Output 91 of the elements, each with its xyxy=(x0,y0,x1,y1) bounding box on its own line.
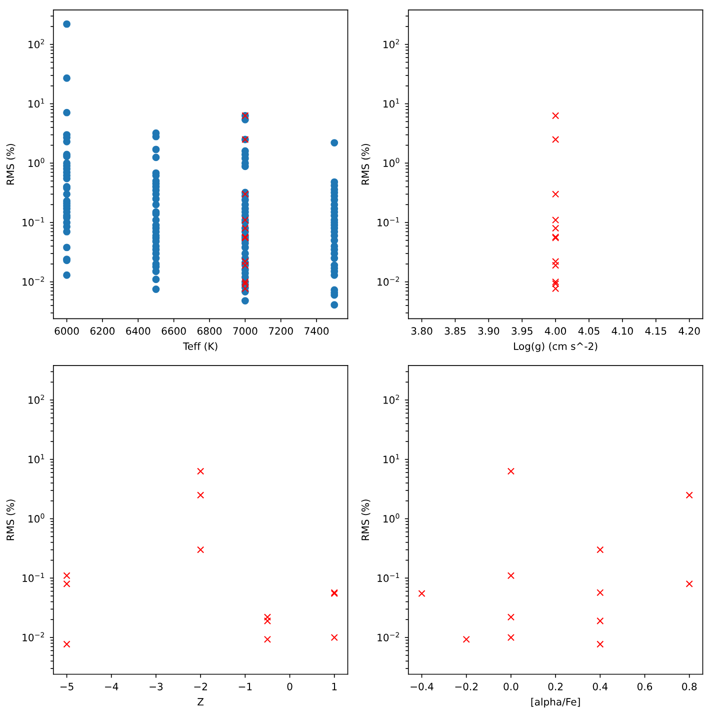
x-axis-title: Teff (K) xyxy=(182,342,218,352)
point xyxy=(552,190,560,198)
point xyxy=(552,112,560,120)
point xyxy=(264,614,272,621)
y-tick-label: 10$^{−1}$ xyxy=(378,217,400,226)
x-tick-label: −0.2 xyxy=(455,682,478,690)
point xyxy=(552,224,560,232)
x-tick-label: 1 xyxy=(332,682,337,690)
y-tick-label: 10$^{2}$ xyxy=(28,394,44,404)
x-tick-label: 6200 xyxy=(90,327,115,335)
x-tick-label: −0.4 xyxy=(410,682,434,690)
x-tick-label: −5 xyxy=(60,682,74,690)
x-tick-label: −2 xyxy=(194,682,207,690)
point xyxy=(552,285,560,292)
x-tick-label: 0.8 xyxy=(682,682,697,690)
point xyxy=(63,640,70,648)
point xyxy=(552,216,560,224)
y-tick-label: 10$^{−1}$ xyxy=(22,217,44,226)
y-tick-label: 10$^{1}$ xyxy=(28,454,44,464)
point xyxy=(552,258,560,266)
point xyxy=(264,617,272,624)
x-tick-label: 6000 xyxy=(54,327,79,335)
point xyxy=(596,589,604,596)
x-tick-label: 4.10 xyxy=(612,327,633,335)
point xyxy=(686,492,693,499)
x-tick-label: 7200 xyxy=(268,327,293,335)
y-axis-title: RMS (%) xyxy=(361,500,370,540)
y-axis-title: RMS (%) xyxy=(6,144,16,185)
point xyxy=(63,580,70,588)
point xyxy=(596,617,604,624)
x-tick-label: 0.2 xyxy=(548,682,563,690)
x-axis-title: [alpha/Fe] xyxy=(531,698,580,708)
x-tick-label: 0.4 xyxy=(592,682,608,690)
point xyxy=(507,634,515,642)
point xyxy=(552,278,560,286)
x-tick-label: 0.0 xyxy=(504,682,518,690)
y-tick-label: 10$^{1}$ xyxy=(28,98,44,108)
y-tick-label: 10$^{−2}$ xyxy=(22,276,44,286)
x-tick-label: 3.85 xyxy=(444,327,466,335)
x-tick-label: 0.6 xyxy=(637,682,652,690)
y-tick-label: 10$^{2}$ xyxy=(28,39,44,48)
x-tick-label: −4 xyxy=(105,682,118,690)
x-tick-label: 3.95 xyxy=(512,327,532,335)
y-axis-title: RMS (%) xyxy=(361,144,370,185)
y-tick-label: 10$^{−2}$ xyxy=(22,632,44,642)
point xyxy=(197,492,204,499)
y-tick-label: 10$^{1}$ xyxy=(384,98,400,108)
y-tick-label: 10$^{−2}$ xyxy=(378,632,399,642)
point xyxy=(552,280,560,288)
point xyxy=(552,136,560,144)
point xyxy=(197,546,204,554)
point xyxy=(596,546,604,554)
x-tick-label: 4.20 xyxy=(678,327,700,335)
x-tick-label: 6800 xyxy=(197,327,222,335)
y-tick-label: 10$^{0}$ xyxy=(28,513,44,523)
y-tick-label: 10$^{0}$ xyxy=(28,158,44,167)
y-tick-label: 10$^{0}$ xyxy=(384,513,400,523)
point xyxy=(507,468,515,475)
x-axis-title: Z xyxy=(198,698,204,706)
x-axis-title: Log(g) (cm s^-2) xyxy=(514,342,598,352)
x-tick-label: 4.00 xyxy=(544,327,566,335)
point xyxy=(462,636,470,643)
point xyxy=(686,580,693,588)
point xyxy=(418,590,426,598)
y-tick-label: 10$^{2}$ xyxy=(384,394,400,404)
x-tick-label: 0 xyxy=(287,682,292,690)
y-tick-label: 10$^{−2}$ xyxy=(378,276,399,286)
point xyxy=(596,640,604,648)
y-tick-label: 10$^{2}$ xyxy=(384,39,400,48)
point xyxy=(63,572,70,580)
x-tick-label: 3.80 xyxy=(411,327,432,335)
point xyxy=(330,634,338,642)
x-tick-label: −1 xyxy=(238,682,252,690)
x-tick-label: 7000 xyxy=(233,327,258,335)
x-tick-label: 4.15 xyxy=(645,327,666,335)
point xyxy=(197,468,204,475)
point xyxy=(552,262,560,269)
x-tick-label: −3 xyxy=(150,682,163,690)
y-tick-label: 10$^{−1}$ xyxy=(378,572,400,582)
x-tick-label: 4.05 xyxy=(578,327,600,335)
x-tick-label: 7400 xyxy=(304,327,329,335)
x-tick-label: 3.90 xyxy=(478,327,500,335)
y-axis-title: RMS (%) xyxy=(6,500,16,540)
x-tick-label: 6600 xyxy=(162,327,186,335)
point xyxy=(507,614,515,621)
y-tick-label: 10$^{−1}$ xyxy=(22,572,44,582)
y-tick-label: 10$^{0}$ xyxy=(384,158,400,167)
point xyxy=(264,636,272,643)
y-tick-label: 10$^{1}$ xyxy=(384,454,400,464)
point xyxy=(507,572,515,580)
x-tick-label: 6400 xyxy=(126,327,150,335)
